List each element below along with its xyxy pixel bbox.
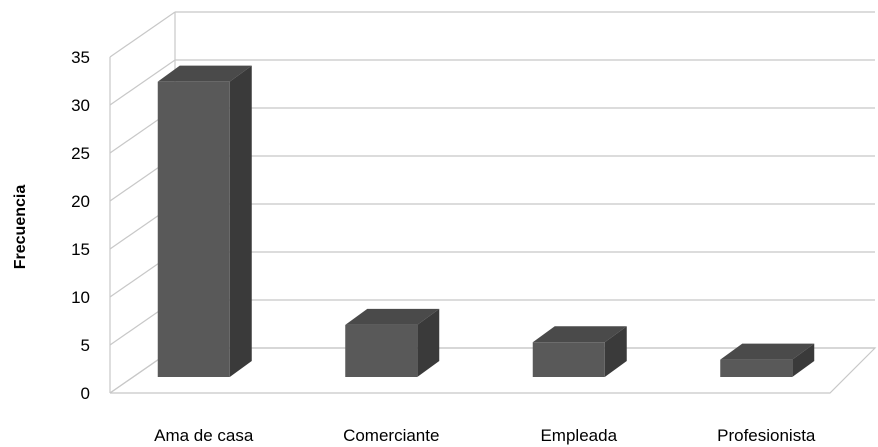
chart-floor [109, 347, 877, 394]
bar-side [417, 308, 440, 377]
bar-side [229, 65, 252, 377]
bar [720, 343, 815, 377]
bars [157, 65, 815, 377]
y-tick-label: 30 [71, 96, 90, 115]
gridlines [109, 11, 877, 394]
y-tick-label: 35 [71, 48, 90, 67]
bar-side [792, 343, 815, 377]
bar-top [157, 65, 252, 82]
bar-top [720, 343, 815, 360]
labels: 0 5 10 15 20 25 30 35 Ama de casa Comerciante Empl… [71, 48, 816, 445]
x-category-label: Profesionista [717, 426, 816, 445]
gridline-side [109, 11, 176, 58]
gridline-side [109, 59, 176, 106]
y-tick-label: 15 [71, 240, 90, 259]
bar-front [157, 81, 230, 377]
bar-top [345, 308, 440, 325]
x-category-label: Ama de casa [154, 426, 254, 445]
x-category-label: Empleada [540, 426, 617, 445]
bar-top [532, 326, 627, 343]
bar-front [532, 342, 605, 377]
y-tick-label: 0 [81, 384, 90, 403]
bar-front [720, 359, 793, 377]
y-tick-label: 5 [81, 336, 90, 355]
bar-side [604, 326, 627, 377]
y-tick-label: 25 [71, 144, 90, 163]
y-tick-label: 10 [71, 288, 90, 307]
y-axis-title: Frecuencia [12, 185, 29, 270]
bar [157, 65, 252, 377]
bar [345, 308, 440, 377]
bar [532, 326, 627, 377]
x-category-label: Comerciante [343, 426, 439, 445]
bar-front [345, 324, 418, 377]
y-tick-label: 20 [71, 192, 90, 211]
